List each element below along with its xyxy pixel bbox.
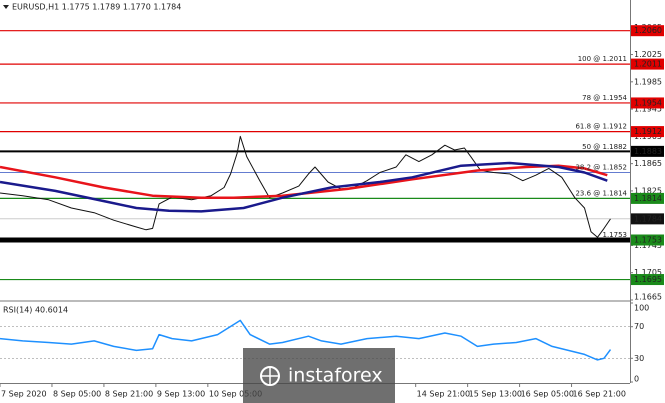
price-tag: [631, 213, 664, 225]
chart-title: EURUSD,H1 1.1775 1.1789 1.1770 1.1784: [12, 3, 181, 12]
series-line: [0, 161, 608, 213]
x-tick-label: 8 Sep 21:00: [105, 390, 153, 399]
price-tag: [631, 58, 664, 70]
x-tick-label: 8 Sep 05:00: [53, 390, 101, 399]
fib-label: 78 @ 1.1954: [582, 94, 627, 102]
price-tag-label: 1.1753: [634, 236, 662, 245]
y-tick-label: 1.1705: [634, 268, 662, 277]
price-tag: [631, 234, 664, 246]
price-tag-label: 1.2011: [634, 60, 662, 69]
x-tick-label: 16 Sep 05:00: [521, 390, 574, 399]
indicator-title: RSI(14) 40.6014: [3, 306, 68, 315]
y-tick-label: 30: [634, 354, 644, 363]
series-line: [0, 319, 612, 361]
y-tick-label: 1.1945: [634, 105, 662, 114]
fib-label: 1.1753: [603, 231, 628, 239]
price-tag: [631, 192, 664, 204]
y-tick-label: 1.1985: [634, 77, 662, 86]
x-tick-label: 7 Sep 2020: [1, 390, 47, 399]
watermark: instaforex: [243, 348, 395, 403]
fib-label: 23.6 @ 1.1814: [575, 189, 627, 197]
symbol-arrow: [3, 5, 9, 9]
fib-label: 50 @ 1.1882: [582, 143, 627, 151]
y-tick-label: 70: [634, 322, 644, 331]
price-tag: [631, 97, 664, 109]
price-tag-label: 1.1954: [634, 98, 662, 107]
price-tag-label: 1.1695: [634, 275, 662, 284]
price-tag-label: 1.2060: [634, 26, 662, 35]
price-tag: [631, 25, 664, 37]
price-tag-label: 1.1814: [634, 194, 662, 203]
fib-label: 61.8 @ 1.1912: [575, 123, 627, 131]
watermark-logo: [262, 368, 278, 384]
x-tick-label: 16 Sep 21:00: [573, 390, 626, 399]
price-tag-label: 1.1883: [634, 147, 662, 156]
y-tick-label: 1.2025: [634, 50, 662, 59]
y-tick-label: 1.1665: [634, 293, 662, 302]
x-tick-label: 14 Sep 21:00: [417, 390, 470, 399]
price-tag: [631, 145, 664, 157]
price-tag: [631, 274, 664, 286]
fib-label: 38.2 @ 1.1852: [575, 164, 627, 172]
y-tick-label: 1.1825: [634, 186, 662, 195]
y-tick-label: 0: [634, 375, 639, 384]
x-tick-label: 15 Sep 13:00: [469, 390, 522, 399]
price-tag-label: 1.1784: [634, 214, 662, 223]
y-tick-label: 1.1865: [634, 159, 662, 168]
watermark-text: instaforex: [288, 365, 383, 387]
x-tick-label: 10 Sep 05:00: [209, 390, 262, 399]
price-tag: [631, 126, 664, 138]
price-tag-label: 1.1912: [634, 127, 662, 136]
x-tick-label: 9 Sep 13:00: [157, 390, 205, 399]
watermark-logo: [260, 366, 280, 386]
y-tick-label: 100: [634, 304, 649, 313]
fib-label: 100 @ 1.2011: [578, 55, 627, 63]
